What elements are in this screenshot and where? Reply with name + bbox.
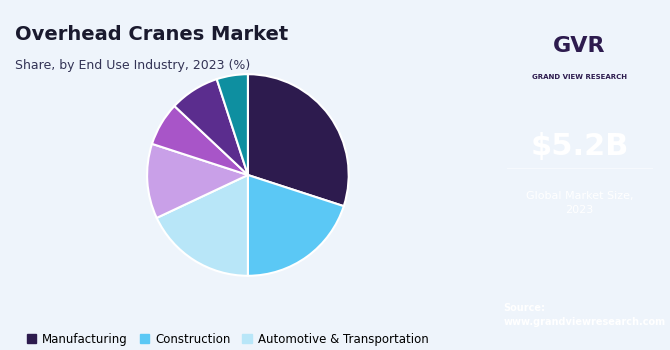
Text: GVR: GVR [553,35,606,56]
Text: Share, by End Use Industry, 2023 (%): Share, by End Use Industry, 2023 (%) [15,60,250,72]
Text: Source:
www.grandviewresearch.com: Source: www.grandviewresearch.com [504,303,666,327]
Wedge shape [152,106,248,175]
Wedge shape [147,144,248,218]
Wedge shape [248,175,344,276]
Wedge shape [174,79,248,175]
Text: GRAND VIEW RESEARCH: GRAND VIEW RESEARCH [532,74,627,80]
Text: Global Market Size,
2023: Global Market Size, 2023 [526,191,633,215]
Text: Overhead Cranes Market: Overhead Cranes Market [15,25,288,43]
Wedge shape [217,74,248,175]
Wedge shape [157,175,248,276]
Wedge shape [248,74,348,206]
Text: $5.2B: $5.2B [531,133,628,161]
